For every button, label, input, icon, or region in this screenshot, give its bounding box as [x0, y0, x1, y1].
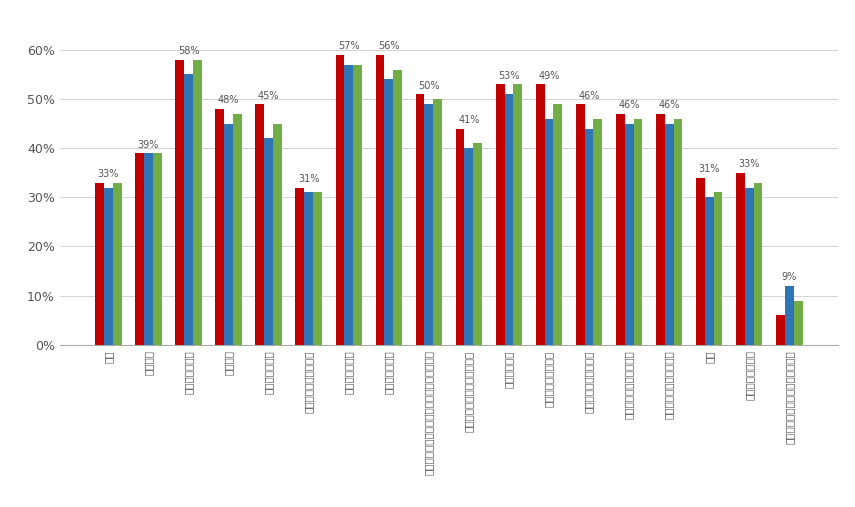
Bar	[674, 119, 682, 345]
Bar	[385, 80, 393, 345]
Text: 33%: 33%	[97, 169, 119, 179]
Text: 31%: 31%	[298, 174, 320, 184]
Bar	[593, 119, 602, 345]
Bar	[504, 94, 513, 345]
Bar	[696, 177, 705, 345]
Bar	[575, 104, 585, 345]
Bar	[153, 153, 162, 345]
Bar	[193, 60, 202, 345]
Bar	[264, 138, 273, 345]
Text: 53%: 53%	[498, 71, 520, 81]
Bar	[753, 183, 763, 345]
Bar	[215, 109, 224, 345]
Bar	[585, 129, 593, 345]
Bar	[113, 183, 121, 345]
Text: 45%: 45%	[258, 91, 280, 100]
Bar	[464, 148, 474, 345]
Bar	[335, 55, 345, 345]
Bar	[736, 173, 745, 345]
Bar	[513, 84, 522, 345]
Bar	[353, 65, 362, 345]
Bar	[456, 129, 464, 345]
Bar	[104, 188, 113, 345]
Bar	[175, 60, 184, 345]
Text: 41%: 41%	[458, 115, 480, 125]
Bar	[256, 104, 264, 345]
Bar	[416, 94, 424, 345]
Bar	[233, 114, 242, 345]
Text: 57%: 57%	[338, 42, 360, 51]
Bar	[184, 75, 193, 345]
Bar	[656, 114, 664, 345]
Bar	[273, 124, 282, 345]
Bar	[553, 104, 563, 345]
Bar	[705, 197, 714, 345]
Bar	[714, 193, 722, 345]
Bar	[393, 69, 402, 345]
Bar	[634, 119, 642, 345]
Bar	[474, 143, 482, 345]
Bar	[135, 153, 144, 345]
Bar	[625, 124, 634, 345]
Text: 39%: 39%	[138, 139, 159, 150]
Text: 33%: 33%	[739, 159, 760, 169]
Text: 31%: 31%	[699, 164, 720, 174]
Bar	[545, 119, 553, 345]
Text: 46%: 46%	[658, 100, 680, 111]
Bar	[95, 183, 104, 345]
Bar	[536, 84, 545, 345]
Bar	[785, 286, 793, 345]
Bar	[144, 153, 153, 345]
Text: 46%: 46%	[578, 91, 599, 100]
Bar	[345, 65, 353, 345]
Bar	[776, 315, 785, 345]
Bar	[296, 188, 304, 345]
Bar	[375, 55, 385, 345]
Text: 56%: 56%	[378, 42, 399, 51]
Text: 49%: 49%	[539, 71, 560, 81]
Bar	[793, 301, 803, 345]
Text: 46%: 46%	[618, 100, 640, 111]
Text: 48%: 48%	[218, 95, 239, 105]
Bar	[304, 193, 313, 345]
Bar	[745, 188, 753, 345]
Bar	[496, 84, 504, 345]
Text: 50%: 50%	[418, 81, 439, 91]
Bar	[224, 124, 233, 345]
Bar	[424, 104, 433, 345]
Bar	[313, 193, 322, 345]
Text: 9%: 9%	[781, 272, 797, 282]
Text: 58%: 58%	[178, 46, 199, 56]
Bar	[616, 114, 625, 345]
Bar	[433, 99, 442, 345]
Bar	[664, 124, 674, 345]
